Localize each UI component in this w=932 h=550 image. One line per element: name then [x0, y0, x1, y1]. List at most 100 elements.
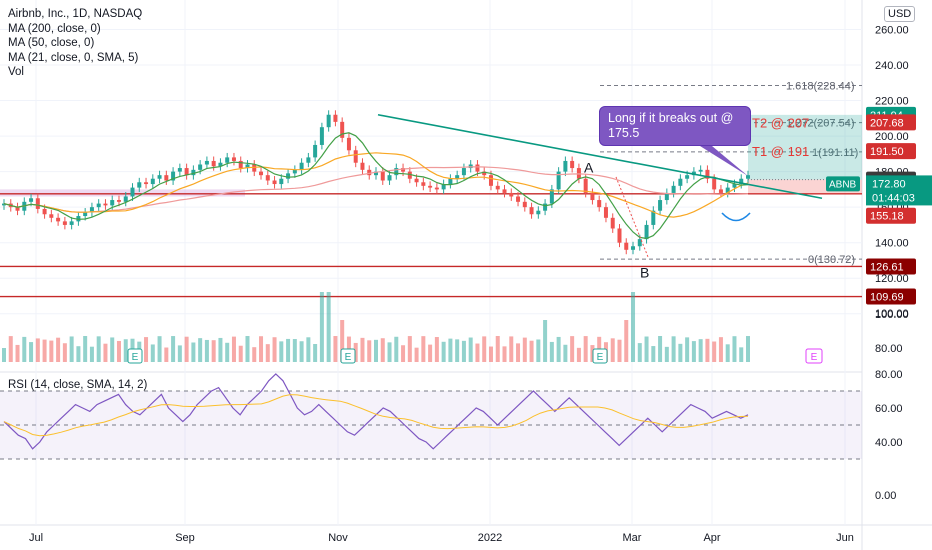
volume-bar: [414, 347, 419, 362]
callout-note[interactable]: Long if it breaks out @ 175.5: [599, 106, 751, 146]
candle-body: [137, 182, 142, 188]
candle-body: [171, 171, 176, 181]
volume-bar: [8, 336, 13, 362]
chart-legend: Airbnb, Inc., 1D, NASDAQ MA (200, close,…: [8, 7, 142, 80]
volume-bar: [367, 340, 372, 362]
earnings-marker: [127, 348, 143, 364]
bounce-arc: [721, 212, 751, 222]
volume-bar: [150, 344, 155, 362]
time-tick-label: Sep: [175, 532, 195, 544]
ma50-line: [3, 152, 749, 218]
long-target-zone: [748, 114, 862, 180]
candle-body: [333, 114, 338, 122]
candle-body: [279, 178, 284, 185]
volume-bar: [333, 336, 338, 362]
volume-bar: [360, 337, 365, 362]
volume-bar: [177, 345, 182, 362]
volume-bar: [245, 336, 250, 362]
candle-body: [231, 157, 236, 161]
volume-bar: [631, 292, 636, 362]
fib-label: 1(191.11): [812, 147, 858, 159]
price-axis-badge: [866, 207, 916, 224]
volume-bar: [279, 341, 284, 362]
candle-body: [468, 164, 473, 169]
time-tick-label: Jun: [836, 532, 854, 544]
volume-bar: [259, 336, 264, 362]
candle-body: [292, 169, 297, 174]
volume-bar: [380, 338, 385, 362]
candle-body: [461, 168, 466, 176]
volume-bar: [184, 336, 189, 362]
volume-bar: [718, 337, 723, 362]
volume-bar: [664, 346, 669, 362]
candle-body: [414, 178, 419, 183]
volume-bar: [617, 339, 622, 362]
price-axis-badge: [866, 143, 916, 160]
volume-bar: [691, 341, 696, 362]
candle-body: [407, 171, 412, 179]
volume-bar: [22, 336, 27, 362]
target-1-label: T1 @ 191: [752, 144, 809, 159]
volume-bar: [157, 336, 162, 362]
volume-bar: [69, 336, 74, 362]
candle-body: [374, 171, 378, 176]
volume-bar: [570, 336, 575, 362]
volume-bar: [671, 336, 676, 362]
candle-body: [286, 173, 291, 179]
target-2-label: T2 @ 207: [752, 116, 809, 131]
volume-bar: [96, 336, 101, 362]
candle-body: [42, 208, 47, 215]
volume-bar: [739, 347, 744, 362]
volume-bar: [292, 339, 297, 362]
volume-bar: [374, 339, 378, 362]
point-b-label: B: [640, 265, 649, 281]
rsi-ma-line: [3, 394, 749, 437]
candle-body: [631, 246, 636, 250]
earnings-marker-text: E: [597, 352, 604, 363]
candle-body: [157, 175, 162, 179]
candle-body: [96, 203, 101, 208]
price-axis-badge-text: 109.69: [870, 292, 904, 304]
price-axis-badge: [866, 114, 916, 131]
candle-body: [549, 189, 554, 204]
candle-body: [583, 178, 588, 193]
candle-body: [658, 200, 663, 211]
candle-body: [482, 171, 487, 176]
candle-body: [488, 175, 493, 186]
candle-body: [739, 178, 744, 185]
candle-body: [238, 160, 243, 169]
volume-bar: [475, 343, 480, 362]
callout-pointer: [700, 146, 748, 176]
candle-body: [597, 200, 602, 208]
volume-bar: [658, 336, 663, 362]
price-tick-label: 100.00: [875, 309, 909, 321]
candle-body: [110, 200, 115, 206]
volume-bar: [49, 340, 54, 362]
volume-bar: [191, 342, 196, 362]
volume-bar: [685, 337, 690, 362]
candle-body: [69, 221, 74, 225]
ma50-label: MA (50, close, 0): [8, 37, 95, 49]
volume-bar: [252, 347, 257, 362]
volume-bar: [353, 342, 358, 362]
candle-body: [637, 239, 642, 247]
candle-body: [651, 210, 656, 225]
volume-bar: [42, 339, 47, 362]
volume-bar: [225, 342, 230, 362]
price-axis-badge: [866, 258, 916, 275]
volume-bar: [549, 341, 554, 362]
price-tick-label: 140.00: [875, 238, 909, 250]
candle-body: [49, 214, 54, 218]
volume-bar: [705, 338, 710, 362]
candle-body: [556, 171, 561, 190]
candle-body: [15, 207, 20, 211]
candle-body: [543, 203, 548, 211]
earnings-marker: [592, 348, 608, 364]
volume-bar: [2, 348, 6, 362]
earnings-marker-text: E: [345, 352, 352, 363]
volume-bar: [556, 336, 561, 362]
currency-button[interactable]: USD: [884, 6, 916, 22]
volume-bar: [89, 346, 94, 362]
candle-body: [624, 242, 629, 250]
